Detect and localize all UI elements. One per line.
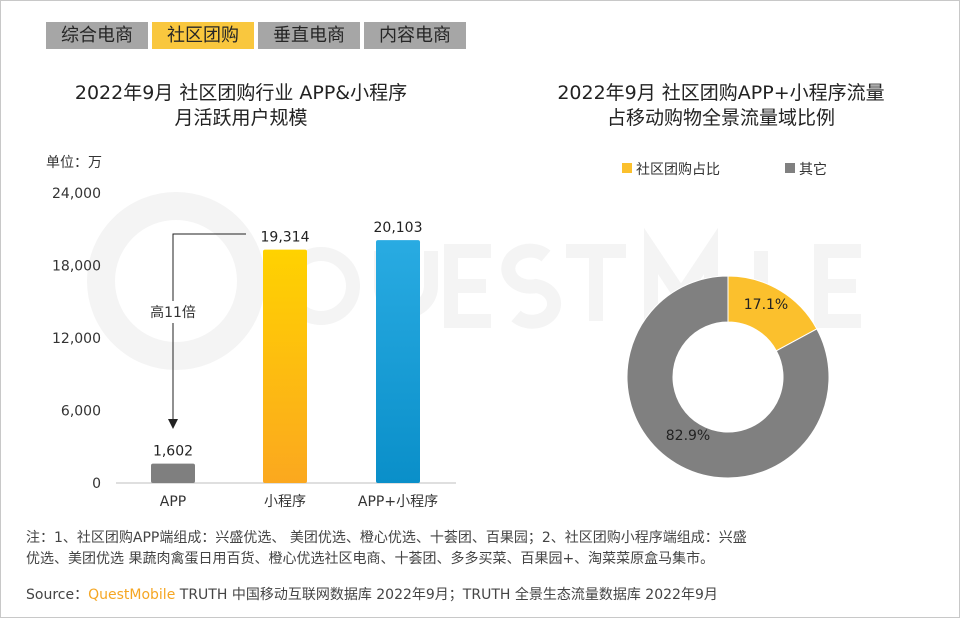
pie-label: 82.9% xyxy=(666,428,710,444)
legend-swatch xyxy=(622,163,632,173)
bar-1 xyxy=(263,249,307,483)
note-line1: 注：1、社区团购APP端组成：兴盛优选、 美团优选、橙心优选、十荟团、百果园；2… xyxy=(26,530,747,546)
unit-label: 单位：万 xyxy=(46,155,102,171)
bar-chart-title: 2022年9月 社区团购行业 APP&小程序 月活跃用户规模 xyxy=(31,81,451,131)
pie-chart-title: 2022年9月 社区团购APP+小程序流量 占移动购物全景流量域比例 xyxy=(511,81,931,131)
y-tick-label: 12,000 xyxy=(52,331,101,347)
y-tick-label: 24,000 xyxy=(52,186,101,202)
legend-swatch xyxy=(785,163,795,173)
data-label: 1,602 xyxy=(153,444,193,460)
tab-vertical-ecommerce[interactable]: 垂直电商 xyxy=(258,22,360,49)
y-tick-label: 6,000 xyxy=(61,404,101,420)
data-label: 19,314 xyxy=(261,230,310,246)
annotation-arrow-line xyxy=(172,233,246,421)
pie-label: 17.1% xyxy=(744,297,788,313)
bar-title-line2: 月活跃用户规模 xyxy=(174,107,308,129)
source: Source：QuestMobile TRUTH 中国移动互联网数据库 2022… xyxy=(26,585,718,606)
source-label: Source： xyxy=(26,587,89,603)
y-tick-label: 18,000 xyxy=(52,259,101,275)
legend-label: 社区团购占比 xyxy=(636,162,720,178)
source-text: TRUTH 中国移动互联网数据库 2022年9月；TRUTH 全景生态流量数据库… xyxy=(175,587,718,603)
y-tick-label: 0 xyxy=(92,476,101,492)
x-tick-label: APP xyxy=(160,494,186,510)
pie-title-line2: 占移动购物全景流量域比例 xyxy=(606,107,835,129)
pie-slice-1 xyxy=(626,275,830,479)
legend-label: 其它 xyxy=(799,161,827,178)
bar-0 xyxy=(151,463,195,483)
tab-community-group-buying[interactable]: 社区团购 xyxy=(152,22,254,49)
tab-content-ecommerce[interactable]: 内容电商 xyxy=(364,22,466,49)
data-label: 20,103 xyxy=(374,220,423,236)
bar-2 xyxy=(376,240,420,483)
note-line2: 优选、美团优选 果蔬肉禽蛋日用百货、橙心优选社区电商、十荟团、多多买菜、百果园+… xyxy=(26,551,715,567)
annotation-bg xyxy=(141,301,203,323)
x-tick-label: APP+小程序 xyxy=(358,494,438,510)
arrow-head-icon xyxy=(168,419,178,429)
pie-title-line1: 2022年9月 社区团购APP+小程序流量 xyxy=(557,82,885,104)
bar-title-line1: 2022年9月 社区团购行业 APP&小程序 xyxy=(74,82,408,104)
tab-comprehensive-ecommerce[interactable]: 综合电商 xyxy=(46,22,148,49)
annotation-text: 高11倍 xyxy=(150,304,196,321)
source-brand: QuestMobile xyxy=(88,587,176,603)
x-tick-label: 小程序 xyxy=(264,494,306,510)
